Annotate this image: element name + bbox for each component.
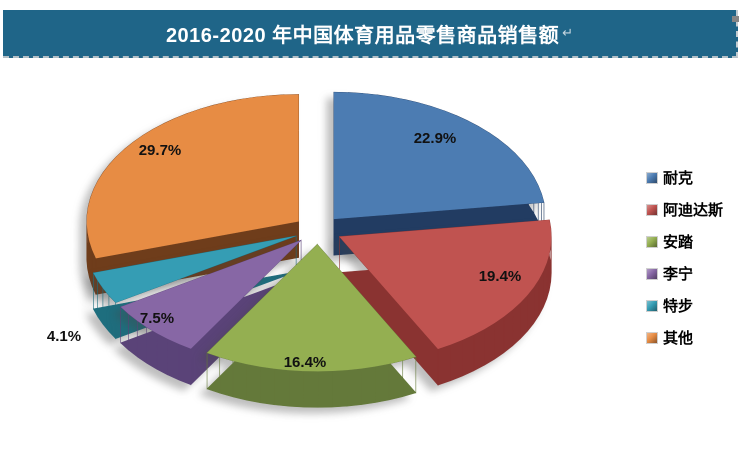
pie-slice-top[interactable] [207, 244, 416, 372]
chart-title: 2016-2020 年中国体育用品零售商品销售额 [165, 24, 560, 47]
pie-slice-2[interactable] [206, 243, 417, 408]
pie-slice-3[interactable] [120, 239, 302, 386]
legend: 耐克阿迪达斯安踏李宁特步其他 [646, 162, 723, 354]
legend-swatch-icon [646, 204, 658, 216]
pie-slice-side [206, 243, 417, 408]
legend-label: 阿迪达斯 [663, 201, 724, 219]
title-banner: 2016-2020 年中国体育用品零售商品销售额 ↵ [3, 10, 738, 58]
slice-percent-label: 16.4% [284, 354, 327, 371]
legend-item-2[interactable]: 安踏 [646, 226, 723, 258]
legend-label: 其他 [663, 329, 694, 347]
slice-percent-label: 22.9% [414, 130, 457, 147]
legend-swatch-icon [646, 172, 658, 184]
legend-item-1[interactable]: 阿迪达斯 [646, 194, 723, 226]
pie-slice-1[interactable] [339, 219, 552, 386]
pie-slice-5[interactable] [86, 94, 300, 295]
pie-slice-top[interactable] [86, 94, 299, 259]
legend-swatch-icon [646, 332, 658, 344]
pie-slice-top[interactable] [93, 235, 297, 303]
legend-item-0[interactable]: 耐克 [646, 162, 723, 194]
legend-label: 特步 [663, 297, 694, 315]
legend-item-4[interactable]: 特步 [646, 290, 723, 322]
slice-percent-label: 29.7% [139, 142, 182, 159]
legend-swatch-icon [646, 236, 658, 248]
slice-percent-label: 19.4% [479, 268, 522, 285]
legend-item-3[interactable]: 李宁 [646, 258, 723, 290]
legend-label: 李宁 [663, 265, 694, 283]
slice-percent-label: 7.5% [140, 310, 174, 327]
pie-slice-top[interactable] [339, 219, 552, 350]
paragraph-mark-icon: ↵ [562, 25, 574, 40]
table-resize-handle[interactable] [732, 16, 739, 22]
legend-item-5[interactable]: 其他 [646, 322, 723, 354]
pie-slice-top[interactable] [120, 240, 302, 349]
legend-label: 耐克 [663, 169, 694, 187]
legend-swatch-icon [646, 268, 658, 280]
legend-label: 安踏 [663, 233, 694, 251]
pie-slice-top[interactable] [333, 92, 544, 220]
legend-swatch-icon [646, 300, 658, 312]
slice-percent-label: 4.1% [47, 328, 81, 345]
